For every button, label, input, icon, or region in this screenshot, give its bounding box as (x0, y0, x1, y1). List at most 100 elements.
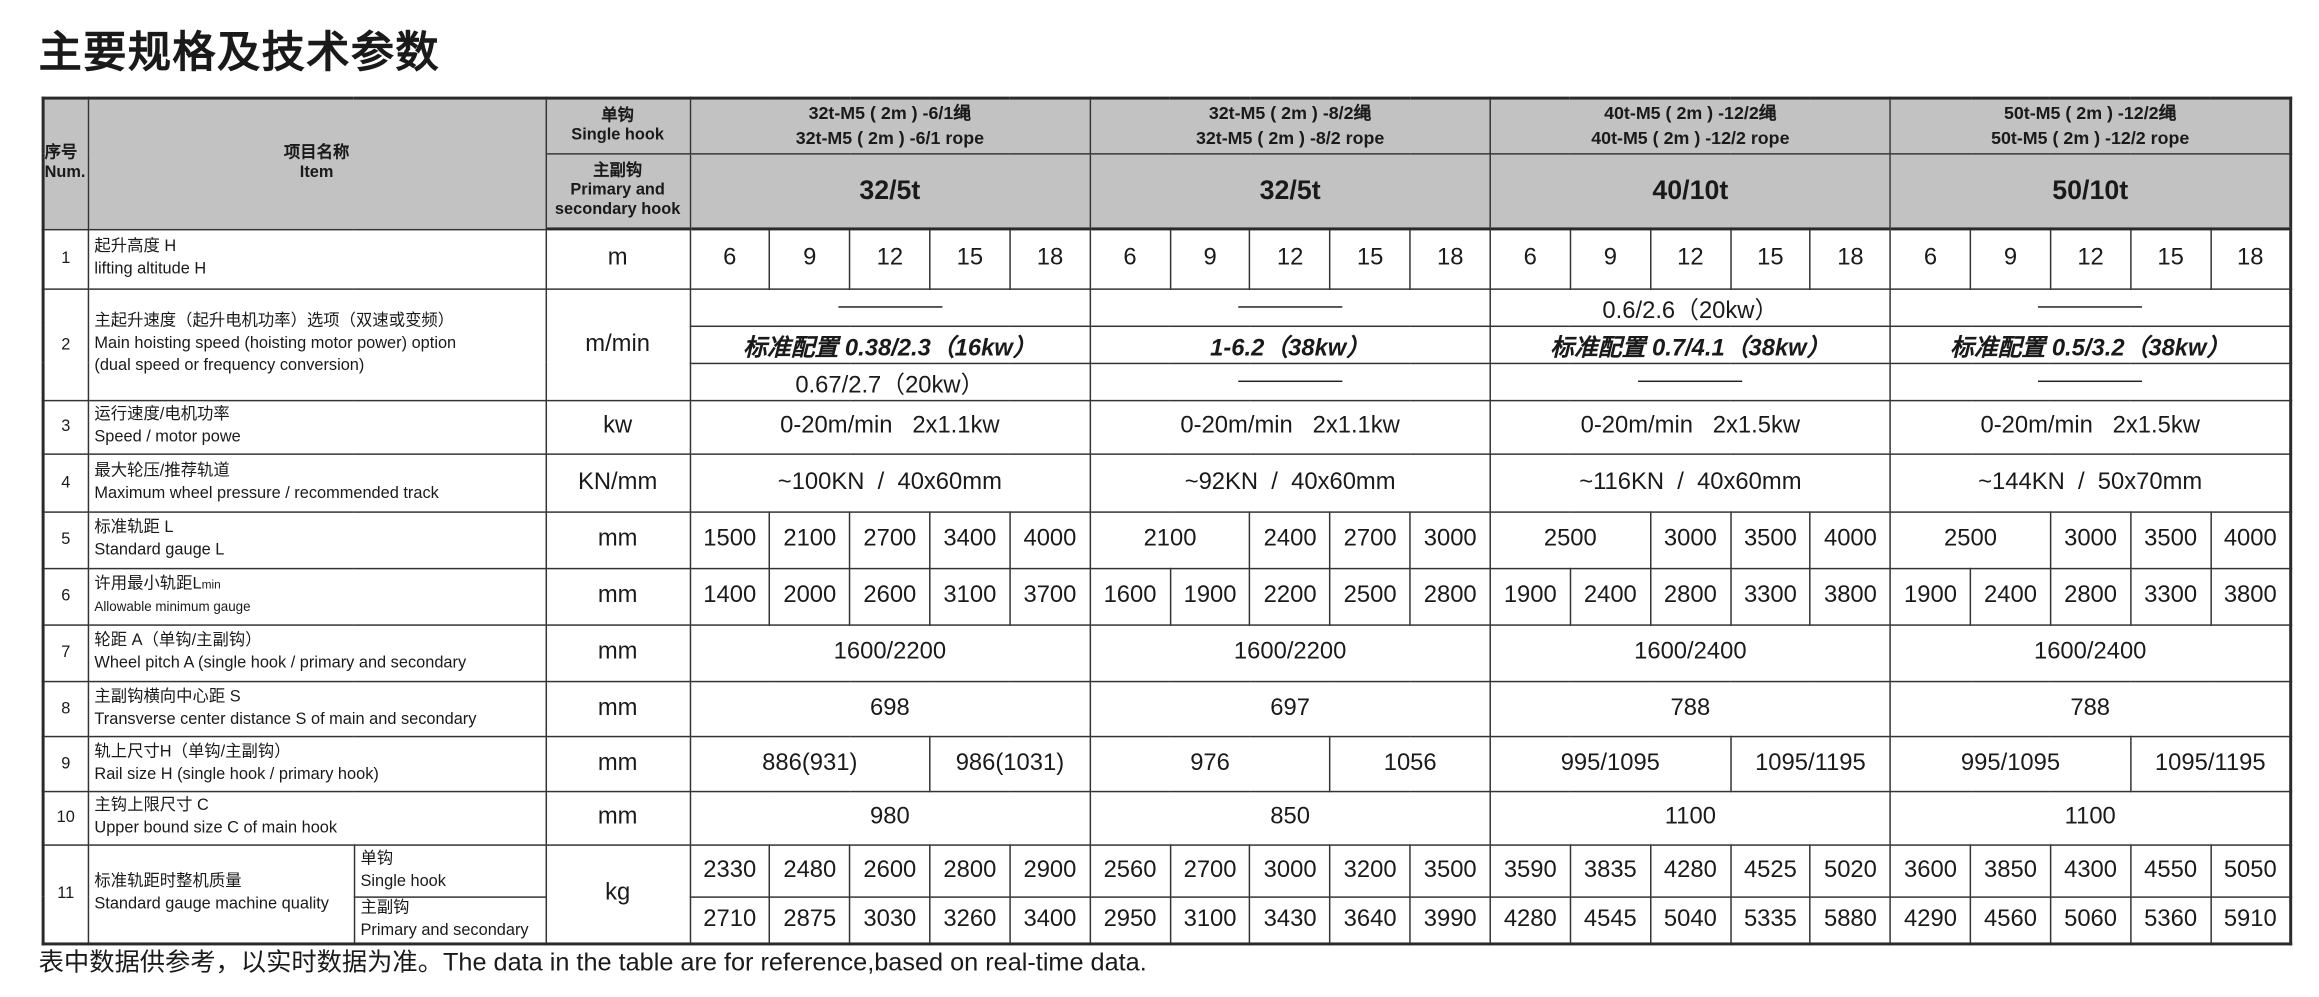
value-cell: 4280 (1649, 843, 1732, 898)
row-item: 许用最小轨距Lmin Allowable minimum gauge (86, 567, 547, 626)
value-cell: 2700 (849, 510, 931, 569)
value-cell: 4000 (1009, 510, 1091, 569)
speed-option: —— (1489, 361, 1892, 401)
value-cell: 976 (1089, 735, 1331, 792)
header-capacity: 32/5t (688, 152, 1091, 231)
row-subitem-cn: 单钩 (360, 849, 394, 868)
value-cell: 3800 (2209, 567, 2292, 626)
row-unit: mm (544, 510, 691, 569)
value-cell: 6 (1089, 228, 1171, 290)
row-num: 9 (42, 735, 89, 792)
table-row: 7 轮距 A（单钩/主副钩） Wheel pitch A (single hook … (42, 623, 2292, 682)
value-cell: 698 (688, 680, 1091, 737)
header-num-cn: 序号 (44, 144, 78, 163)
value-cell: 3500 (1729, 510, 1812, 569)
header-capacity: 50/10t (1889, 152, 2292, 231)
row-num: 7 (42, 623, 89, 682)
value-cell: 18 (2209, 228, 2292, 290)
spec-table: 序号 Num. 项目名称 Item 单钩 Single hook 32t-M5 ( 2m )… (41, 96, 2293, 946)
header-model: 50t-M5 ( 2m ) -12/2绳 50t-M5 ( 2m ) -12/2 … (1889, 97, 2292, 154)
value-cell: 3200 (1329, 843, 1411, 898)
row-item: 主起升速度（起升电机功率）选项（双速或变频） Main hoisting spee… (86, 287, 547, 401)
value-cell: 1900 (1169, 567, 1251, 626)
value-cell: ~92KN / 40x60mm (1089, 452, 1492, 513)
header-capacity: 32/5t (1089, 152, 1492, 231)
value-cell: 6 (688, 228, 771, 290)
value-cell: ~100KN / 40x60mm (688, 452, 1091, 513)
value-cell: 5360 (2129, 895, 2212, 945)
table-row: 2 主起升速度（起升电机功率）选项（双速或变频） Main hoisting spe… (42, 287, 2292, 401)
header-item-en: Item (299, 163, 334, 182)
value-cell: 15 (1329, 228, 1411, 290)
row-item: 标准轨距 L Standard gauge L (86, 510, 547, 569)
row-item-cn: 起升高度 H (94, 236, 544, 258)
value-cell: 886(931) (688, 735, 931, 792)
table-row: 8 主副钩横向中心距 S Transverse center distance S … (42, 680, 2292, 737)
value-cell: 3260 (929, 895, 1011, 945)
header-single-hook-cn: 单钩 (601, 106, 634, 125)
header-row-model: 序号 Num. 项目名称 Item 单钩 Single hook 32t-M5 ( 2m )… (42, 97, 2292, 230)
header-row-capacity: 主副钩 Primary and secondary hook 32/5t 32/5t 4… (43, 152, 2292, 231)
value-cell: 18 (1409, 228, 1492, 290)
value-cell: 1056 (1329, 735, 1492, 792)
speed-option: 标准配置 0.7/4.1（38kw） (1489, 324, 1892, 364)
value-cell: 2400 (1969, 567, 2052, 626)
value-cell: 12 (1249, 228, 1331, 290)
speed-option: —— (688, 287, 1091, 327)
row-item-en: Upper bound size C of main hook (94, 819, 338, 837)
value-cell: 6 (1489, 228, 1572, 290)
value-cell: 2900 (1009, 843, 1091, 898)
value-cell: 3500 (2129, 510, 2212, 569)
row-num: 2 (42, 287, 89, 401)
value-cell: 2950 (1089, 895, 1171, 945)
speed-option: 0.67/2.7（20kw） (688, 361, 1091, 401)
header-model-cn: 40t-M5 ( 2m ) -12/2绳 (1604, 102, 1777, 124)
value-cell: 3835 (1569, 843, 1652, 898)
value-cell: 5060 (2049, 895, 2132, 945)
value-cell: 3430 (1249, 895, 1331, 945)
value-cell: 4290 (1889, 895, 1972, 945)
row-item-en: lifting altitude H (94, 260, 207, 278)
row-item-en: Maximum wheel pressure / recommended tra… (94, 483, 439, 502)
value-cell: 18 (1009, 228, 1091, 290)
value-cell: 3990 (1409, 895, 1492, 945)
value-cell: 4545 (1569, 895, 1652, 945)
value-cell: 3000 (1409, 510, 1492, 569)
value-cell: 3000 (1249, 843, 1331, 898)
value-cell: 5040 (1649, 895, 1732, 945)
table-row: 标准配置 0.38/2.3（16kw） 1-6.2（38kw） 标准配置 0.7/4… (43, 324, 2292, 364)
value-cell: 15 (1729, 228, 1812, 290)
speed-option: —— (1889, 287, 2292, 327)
value-cell: 1600/2200 (1089, 623, 1492, 682)
value-cell: 980 (688, 790, 1091, 846)
value-cell: 2560 (1089, 843, 1171, 898)
header-model: 40t-M5 ( 2m ) -12/2绳 40t-M5 ( 2m ) -12/2 … (1489, 97, 1892, 154)
value-cell: 1100 (1489, 790, 1892, 846)
value-cell: 2100 (769, 510, 851, 569)
value-cell: 9 (1969, 228, 2052, 290)
value-cell: 2600 (849, 567, 931, 626)
header-model-en: 50t-M5 ( 2m ) -12/2 rope (1991, 127, 2190, 149)
row-item: 轨上尺寸H（单钩/主副钩） Rail size H (single hook / … (86, 735, 547, 792)
value-cell: 2800 (1649, 567, 1732, 626)
speed-option: —— (1089, 287, 1492, 327)
value-cell: 2400 (1249, 510, 1331, 569)
value-cell: 12 (1649, 228, 1732, 290)
value-cell: 1600/2400 (1889, 623, 2292, 682)
value-cell: 3600 (1889, 843, 1972, 898)
row-item-cn: 轮距 A（单钩/主副钩） (94, 630, 544, 652)
header-model-cn: 32t-M5 ( 2m ) -8/2绳 (1208, 102, 1372, 124)
row-unit: kw (544, 399, 691, 455)
row-item: 运行速度/电机功率 Speed / motor powe (86, 399, 547, 455)
value-cell: 2800 (929, 843, 1011, 898)
row-item: 最大轮压/推荐轨道 Maximum wheel pressure / recomm… (86, 452, 547, 513)
not-available-dash: —— (1638, 380, 1743, 382)
speed-option-value: 标准配置 0.5/3.2（38kw） (1950, 335, 2231, 361)
value-cell: ~144KN / 50x70mm (1889, 452, 2292, 513)
value-cell: 3100 (1169, 895, 1251, 945)
value-cell: 12 (849, 228, 931, 290)
value-cell: 9 (1569, 228, 1652, 290)
header-num: 序号 Num. (42, 97, 89, 230)
row-num: 8 (42, 680, 89, 737)
value-cell: 3800 (1809, 567, 1892, 626)
